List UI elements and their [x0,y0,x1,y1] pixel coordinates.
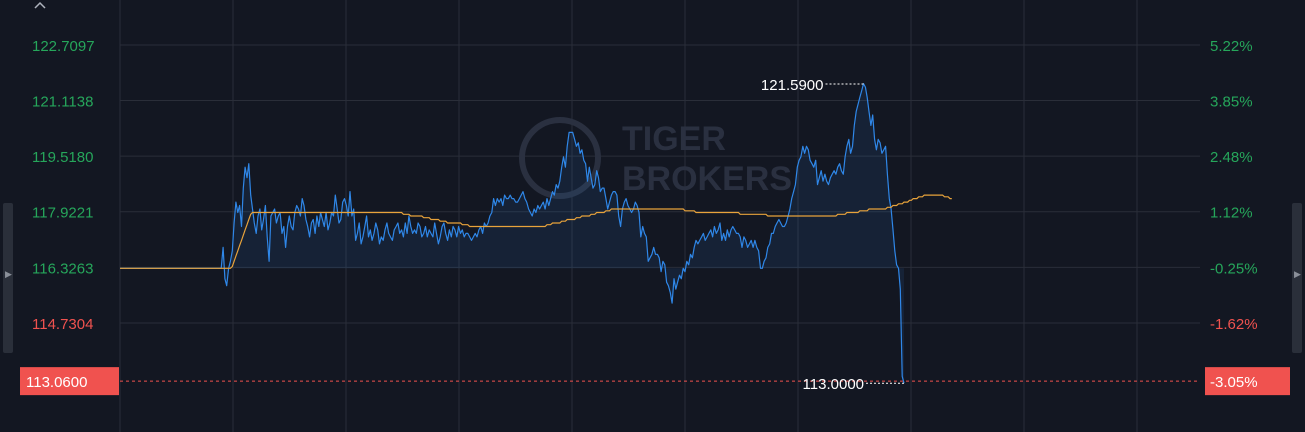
average-price-line [120,194,952,269]
y-tick-label-left: 119.5180 [32,149,93,166]
y-tick-label-left: 114.7304 [32,316,93,333]
last-change-badge [1205,367,1290,396]
y-tick-label-right: -1.62% [1210,316,1258,333]
caret-right-icon: ▶ [1294,269,1301,279]
y-tick-label-right: -0.25% [1210,260,1258,277]
last-price-badge [20,367,119,396]
low-price-label: 113.0000 [803,376,864,393]
last-price-label: 113.0600 [26,374,87,391]
price-line[interactable] [120,83,905,384]
watermark-text: BROKERS [622,160,792,198]
last-change-label: -3.05% [1210,374,1258,391]
caret-right-icon: ▶ [5,269,12,279]
left-panel-toggle[interactable]: ▶ [3,203,13,353]
y-tick-label-left: 117.9221 [32,205,93,222]
collapse-chart-button[interactable] [30,0,50,14]
y-tick-label-right: 3.85% [1210,94,1253,111]
y-tick-label-right: 5.22% [1210,38,1253,55]
y-tick-label-left: 121.1138 [32,94,93,111]
price-area [120,83,904,384]
y-tick-label-right: 2.48% [1210,149,1253,166]
y-tick-label-right: 1.12% [1210,205,1253,222]
y-tick-label-left: 116.3263 [32,260,93,277]
right-panel-toggle[interactable]: ▶ [1292,203,1302,353]
watermark-text: TIGER [622,120,726,158]
tiger-logo-watermark [519,117,601,199]
high-price-label: 121.5900 [761,77,824,94]
y-tick-label-left: 122.7097 [32,38,95,55]
chevron-up-icon [34,1,46,9]
